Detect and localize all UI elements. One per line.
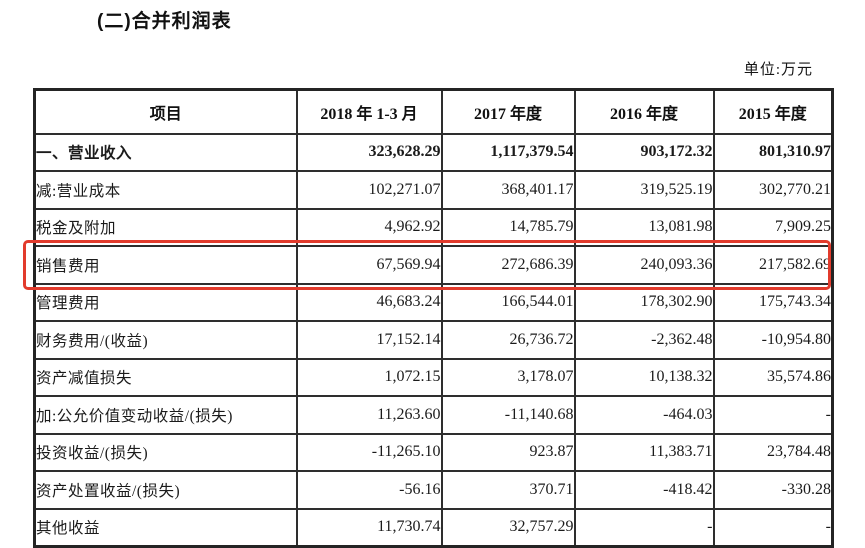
row-value: -10,954.80 <box>712 320 834 360</box>
table-row: 减:营业成本 102,271.07 368,401.17 319,525.19 302,… <box>33 170 834 210</box>
table-row: 管理费用 46,683.24 166,544.01 178,302.90 175,743… <box>33 282 834 322</box>
row-value: 217,582.69 <box>712 245 834 285</box>
section-title: (二)合并利润表 <box>97 11 232 32</box>
row-value: 67,569.94 <box>295 245 443 285</box>
row-value: - <box>712 507 834 547</box>
row-value: 370.71 <box>440 470 576 510</box>
row-value: 7,909.25 <box>712 207 834 247</box>
row-value: 11,263.60 <box>295 395 443 435</box>
row-value: 23,784.48 <box>712 432 834 472</box>
row-value: 302,770.21 <box>712 170 834 210</box>
table-body: 一、营业收入 323,628.29 1,117,379.54 903,172.32 80… <box>33 132 834 547</box>
row-label: 资产处置收益/(损失) <box>33 470 298 510</box>
row-label: 管理费用 <box>33 282 298 322</box>
row-value: 4,962.92 <box>295 207 443 247</box>
table-header: 项目 2018 年 1-3 月 2017 年度 2016 年度 2015 年度 <box>33 88 834 135</box>
row-value: -418.42 <box>573 470 715 510</box>
row-value: 272,686.39 <box>440 245 576 285</box>
table-row: 资产处置收益/(损失) -56.16 370.71 -418.42 -330.28 <box>33 470 834 510</box>
income-statement-table: 项目 2018 年 1-3 月 2017 年度 2016 年度 2015 年度 … <box>33 88 834 548</box>
row-value: 319,525.19 <box>573 170 715 210</box>
row-label: 一、营业收入 <box>33 132 298 172</box>
row-value: 14,785.79 <box>440 207 576 247</box>
column-header-2017: 2017 年度 <box>440 88 576 135</box>
table-row: 销售费用 67,569.94 272,686.39 240,093.36 217,582… <box>33 245 834 285</box>
row-label: 其他收益 <box>33 507 298 547</box>
table-row: 投资收益/(损失) -11,265.10 923.87 11,383.71 23,784… <box>33 432 834 472</box>
row-label: 税金及附加 <box>33 207 298 247</box>
table-row: 一、营业收入 323,628.29 1,117,379.54 903,172.32 80… <box>33 132 834 172</box>
row-value: 102,271.07 <box>295 170 443 210</box>
row-value: -11,265.10 <box>295 432 443 472</box>
row-value: -11,140.68 <box>440 395 576 435</box>
table-row: 资产减值损失 1,072.15 3,178.07 10,138.32 35,574.86 <box>33 357 834 397</box>
row-value: -464.03 <box>573 395 715 435</box>
row-value: 903,172.32 <box>573 132 715 172</box>
row-value: 13,081.98 <box>573 207 715 247</box>
row-label: 财务费用/(收益) <box>33 320 298 360</box>
row-label: 减:营业成本 <box>33 170 298 210</box>
row-value: -56.16 <box>295 470 443 510</box>
row-value: 323,628.29 <box>295 132 443 172</box>
row-label: 加:公允价值变动收益/(损失) <box>33 395 298 435</box>
row-value: 178,302.90 <box>573 282 715 322</box>
row-value: 10,138.32 <box>573 357 715 397</box>
row-value: 32,757.29 <box>440 507 576 547</box>
row-label: 资产减值损失 <box>33 357 298 397</box>
table-row: 加:公允价值变动收益/(损失) 11,263.60 -11,140.68 -464.0… <box>33 395 834 435</box>
table-row: 其他收益 11,730.74 32,757.29- - <box>33 507 834 547</box>
row-value: 175,743.34 <box>712 282 834 322</box>
table-row: 财务费用/(收益) 17,152.14 26,736.72 -2,362.48 -10,… <box>33 320 834 360</box>
row-value: -330.28 <box>712 470 834 510</box>
row-value: 11,730.74 <box>295 507 443 547</box>
row-value: - <box>573 507 715 547</box>
row-value: 17,152.14 <box>295 320 443 360</box>
header-row: 项目 2018 年 1-3 月 2017 年度 2016 年度 2015 年度 <box>33 88 834 135</box>
row-value: 11,383.71 <box>573 432 715 472</box>
row-value: - <box>712 395 834 435</box>
column-header-item: 项目 <box>33 88 298 135</box>
row-value: 368,401.17 <box>440 170 576 210</box>
row-value: 1,117,379.54 <box>440 132 576 172</box>
row-label: 销售费用 <box>33 245 298 285</box>
column-header-2016: 2016 年度 <box>573 88 715 135</box>
row-value: 35,574.86 <box>712 357 834 397</box>
unit-label: 单位:万元 <box>743 62 813 78</box>
row-label: 投资收益/(损失) <box>33 432 298 472</box>
row-value: 1,072.15 <box>295 357 443 397</box>
row-value: 801,310.97 <box>712 132 834 172</box>
table-row: 税金及附加 4,962.92 14,785.79 13,081.98 7,909.25 <box>33 207 834 247</box>
row-value: 240,093.36 <box>573 245 715 285</box>
row-value: -2,362.48 <box>573 320 715 360</box>
row-value: 26,736.72 <box>440 320 576 360</box>
column-header-2015: 2015 年度 <box>712 88 834 135</box>
column-header-2018q1: 2018 年 1-3 月 <box>295 88 443 135</box>
row-value: 166,544.01 <box>440 282 576 322</box>
row-value: 3,178.07 <box>440 357 576 397</box>
row-value: 46,683.24 <box>295 282 443 322</box>
row-value: 923.87 <box>440 432 576 472</box>
